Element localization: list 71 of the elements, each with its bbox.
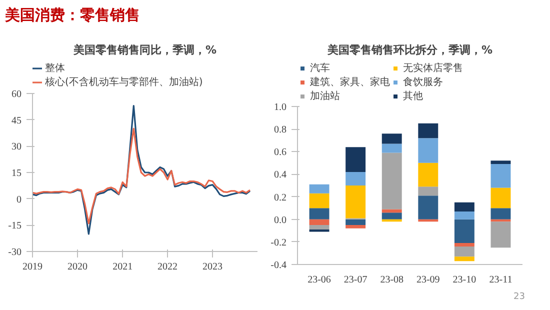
bar: [309, 208, 330, 220]
bar: [454, 243, 474, 246]
bar: [382, 134, 402, 144]
bar: [454, 256, 474, 262]
legend-label: 汽车: [310, 62, 330, 75]
legend-label: 无实体店零售: [403, 62, 463, 75]
y-tick-label: 0.8: [274, 124, 286, 136]
y-tick-label: 0.2: [274, 192, 286, 204]
bar: [382, 144, 402, 153]
bar: [346, 172, 366, 186]
bar: [418, 162, 438, 187]
bar: [454, 219, 474, 244]
bar: [346, 147, 366, 172]
x-tick-label: 2020: [67, 262, 88, 272]
y-tick-label: -15: [8, 220, 22, 232]
y-tick-label: 15: [12, 168, 22, 179]
y-tick-label: 0: [16, 194, 22, 206]
bar: [418, 196, 438, 220]
bar: [309, 225, 330, 230]
x-tick-label: 2023: [202, 262, 223, 272]
legend-label: 其他: [403, 90, 423, 103]
bar: [454, 211, 474, 220]
bar: [490, 222, 511, 248]
bar: [346, 219, 366, 225]
bar: [490, 208, 511, 220]
bar: [490, 164, 511, 188]
x-tick-label: 2019: [22, 262, 42, 272]
y-tick-label: -0.2: [270, 237, 287, 248]
text: 23: [514, 291, 525, 304]
legend-label: 建筑、家具、家电: [310, 76, 390, 89]
bar: [490, 160, 511, 164]
legend-label: 核心(不含机动车与零部件、加油站): [45, 76, 203, 89]
y-tick-label: 60: [12, 89, 22, 100]
bar: [346, 186, 366, 218]
x-tick-label: 2021: [112, 262, 133, 272]
y-tick-label: -30: [8, 247, 22, 258]
x-tick-label: 23-06: [308, 274, 331, 286]
bar: [490, 188, 511, 208]
legend-label: 加油站: [310, 90, 340, 103]
bar: [382, 152, 402, 210]
y-tick-label: 45: [12, 115, 22, 126]
legend-label: 食饮服务: [403, 76, 443, 89]
y-tick-label: 1.0: [274, 102, 286, 113]
bar: [454, 246, 474, 257]
bar: [309, 219, 330, 225]
x-tick-label: 23-08: [380, 274, 404, 286]
line-series: [32, 104, 251, 235]
y-tick-label: 0.4: [274, 170, 286, 181]
bar: [309, 184, 330, 194]
bar: [418, 138, 438, 163]
bar: [346, 225, 366, 228]
chart-title: 美国零售销售环比拆分，季调，%: [326, 44, 493, 56]
legend-label: 整体: [45, 62, 65, 75]
bar: [418, 123, 438, 138]
x-tick-label: 23-07: [344, 274, 368, 286]
bar: [382, 212, 402, 220]
chart-title: 美国零售销售同比，季调，%: [72, 44, 217, 56]
y-tick-label: -0.4: [270, 260, 287, 271]
bar: [309, 193, 330, 208]
bar: [382, 209, 402, 213]
x-tick-label: 23-10: [452, 274, 476, 286]
text: 美国消费：零售销售: [5, 5, 140, 26]
x-tick-label: 2022: [158, 262, 178, 272]
y-tick-label: 30: [12, 142, 22, 153]
y-tick-label: 0.0: [274, 214, 286, 226]
y-tick-label: 0.6: [274, 147, 286, 158]
bar: [454, 202, 474, 212]
x-tick-label: 23-09: [416, 274, 440, 286]
line-series: [32, 128, 251, 224]
bar: [418, 186, 438, 196]
x-tick-label: 23-11: [489, 274, 512, 286]
